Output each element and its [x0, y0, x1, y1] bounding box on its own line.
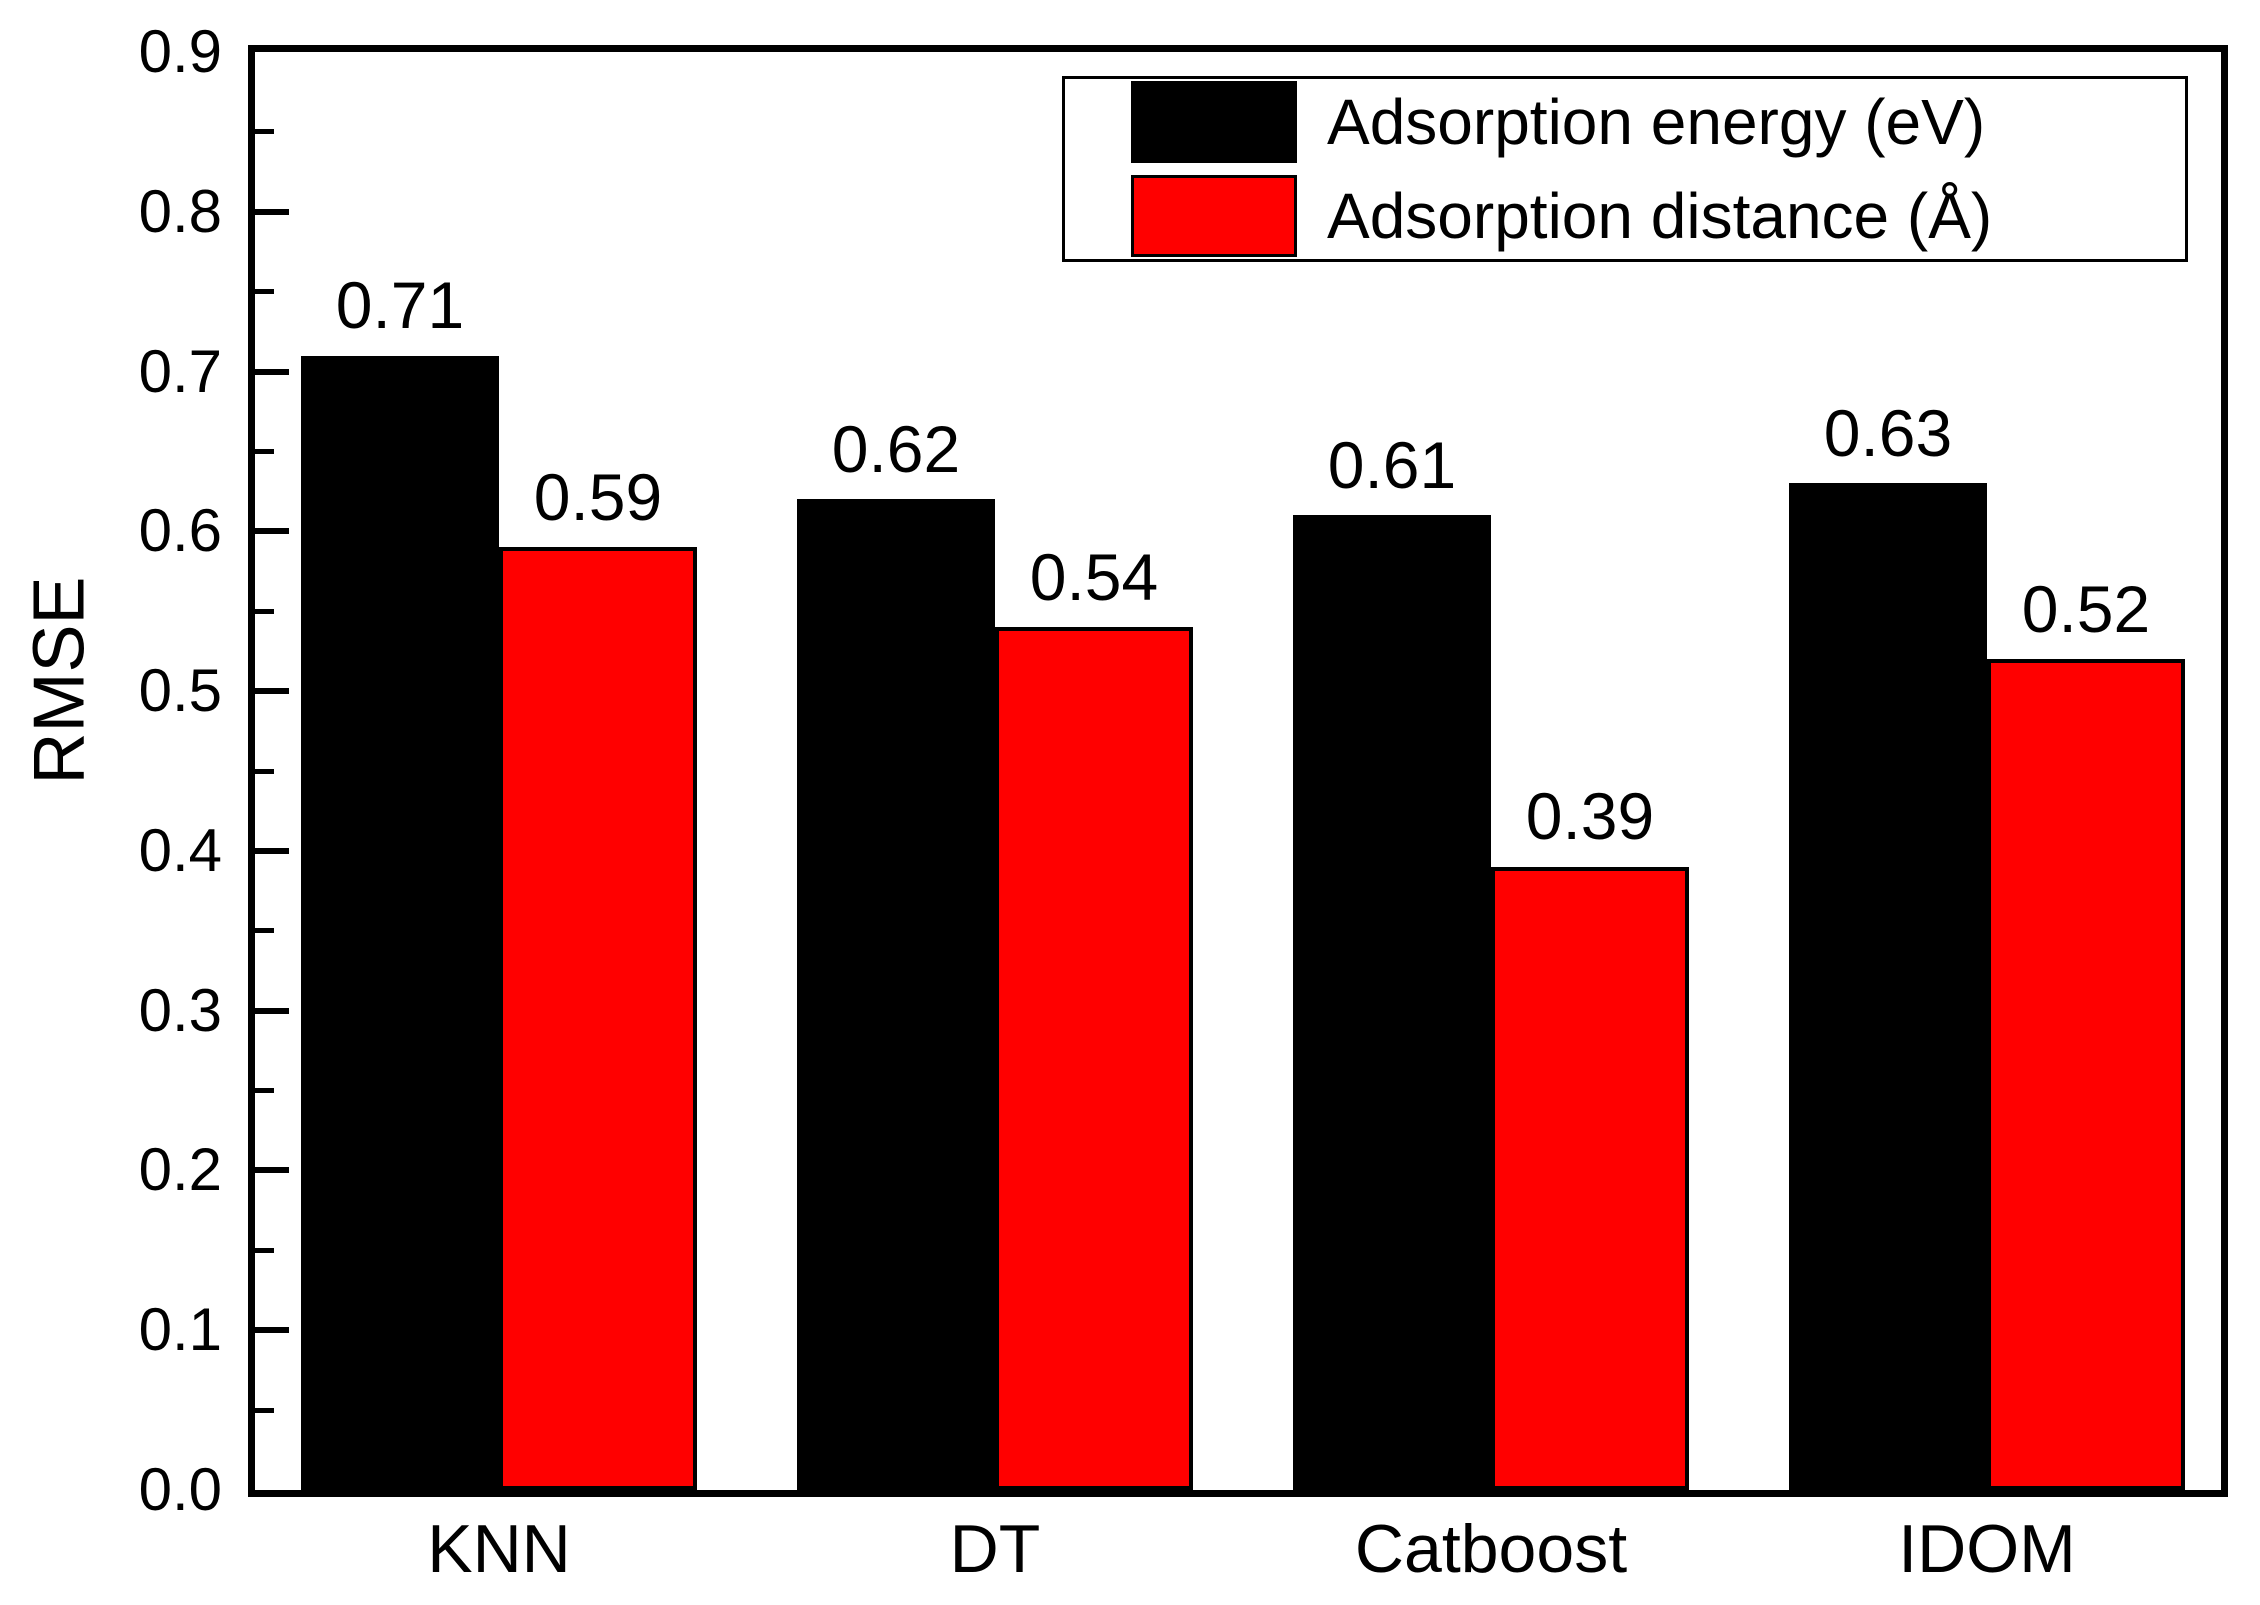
y-major-tick: [255, 847, 289, 854]
x-tick-label-idom: IDOM: [1898, 1511, 2076, 1587]
bar-dt-distance: [995, 627, 1193, 1490]
y-major-tick: [255, 368, 289, 375]
legend-item-distance: Adsorption distance (Å): [1131, 174, 2185, 258]
y-major-tick: [255, 1327, 289, 1334]
x-tick-label-catboost: Catboost: [1354, 1511, 1628, 1587]
y-minor-tick: [255, 608, 274, 614]
bar-idom-energy: [1789, 483, 1987, 1490]
bar-knn-energy: [301, 355, 499, 1490]
y-major-tick: [255, 1167, 289, 1174]
y-minor-tick: [255, 129, 274, 135]
y-tick-label: 0.5: [138, 657, 222, 725]
bar-value-label: 0.54: [1029, 539, 1159, 614]
bar-catboost-energy: [1293, 515, 1491, 1490]
bar-value-label: 0.52: [2021, 571, 2151, 646]
y-minor-tick: [255, 768, 274, 774]
y-tick-label: 0.7: [138, 337, 222, 405]
y-minor-tick: [255, 1088, 274, 1094]
y-tick-label: 0.1: [138, 1296, 222, 1364]
y-minor-tick: [255, 928, 274, 934]
y-tick-label: 0.6: [138, 497, 222, 565]
legend-label-energy: Adsorption energy (eV): [1327, 85, 1986, 158]
bar-value-label: 0.59: [533, 459, 663, 534]
x-tick-label-knn: KNN: [427, 1511, 571, 1587]
bar-value-label: 0.63: [1823, 395, 1953, 470]
legend-swatch-distance-icon: [1131, 175, 1297, 257]
y-tick-label: 0.3: [138, 976, 222, 1044]
legend: Adsorption energy (eV) Adsorption distan…: [1062, 76, 2188, 262]
legend-item-energy: Adsorption energy (eV): [1131, 80, 2185, 164]
legend-label-distance: Adsorption distance (Å): [1327, 179, 1993, 252]
y-major-tick: [255, 688, 289, 695]
bar-value-label: 0.61: [1327, 427, 1457, 502]
bar-value-label: 0.39: [1525, 779, 1655, 854]
y-minor-tick: [255, 448, 274, 454]
plot-area: Adsorption energy (eV) Adsorption distan…: [248, 45, 2228, 1497]
y-major-tick: [255, 1007, 289, 1014]
y-major-tick: [255, 528, 289, 535]
y-tick-label: 0.9: [138, 18, 222, 85]
y-tick-label: 0.4: [138, 816, 222, 884]
bar-knn-distance: [499, 547, 697, 1490]
y-minor-tick: [255, 1247, 274, 1253]
legend-swatch-energy-icon: [1131, 81, 1297, 163]
y-tick-label: 0.0: [138, 1456, 222, 1523]
y-tick-label: 0.2: [138, 1136, 222, 1204]
bar-value-label: 0.62: [831, 411, 961, 486]
y-minor-tick: [255, 289, 274, 295]
y-tick-label: 0.8: [138, 177, 222, 245]
bar-catboost-distance: [1491, 866, 1689, 1490]
x-tick-label-dt: DT: [949, 1511, 1041, 1587]
bar-value-label: 0.71: [335, 267, 465, 342]
y-major-tick: [255, 208, 289, 215]
bar-dt-energy: [797, 499, 995, 1490]
bar-idom-distance: [1987, 659, 2185, 1490]
y-minor-tick: [255, 1407, 274, 1413]
